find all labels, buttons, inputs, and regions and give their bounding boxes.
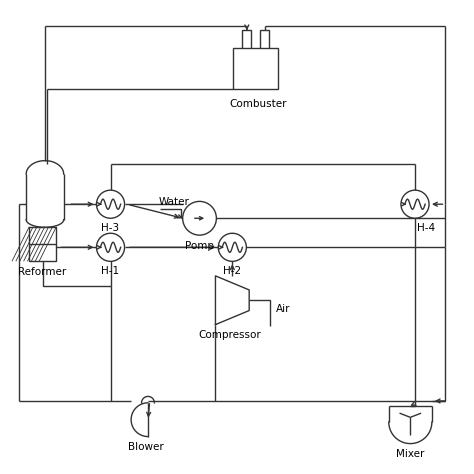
Text: Mixer: Mixer (396, 449, 425, 459)
Text: Reformer: Reformer (18, 266, 67, 276)
Text: H-4: H-4 (417, 223, 436, 233)
Text: Water: Water (158, 197, 190, 207)
Text: H-2: H-2 (223, 266, 241, 276)
Text: H-1: H-1 (101, 266, 119, 276)
Text: Pomp: Pomp (185, 241, 214, 251)
Text: Air: Air (276, 304, 291, 314)
Text: Blower: Blower (128, 442, 164, 452)
Text: H-3: H-3 (101, 223, 119, 233)
Text: Combuster: Combuster (229, 99, 287, 109)
Text: Compressor: Compressor (199, 330, 261, 340)
